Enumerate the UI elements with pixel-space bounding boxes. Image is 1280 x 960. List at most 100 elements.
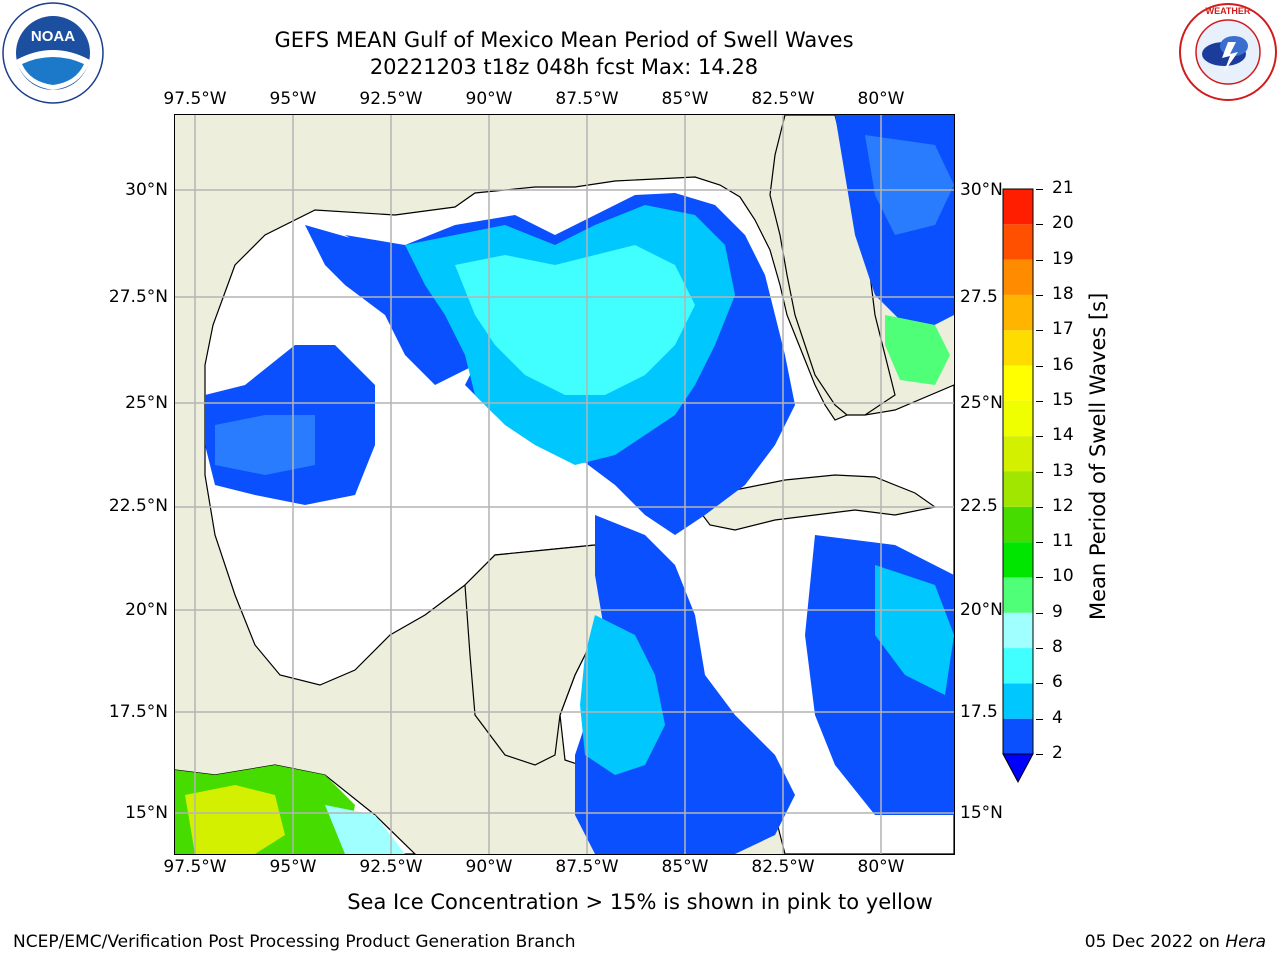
colorbar-label: Mean Period of Swell Waves [s]	[1086, 292, 1110, 620]
lon-tick-top: 95°W	[269, 89, 317, 109]
lat-tick-right: 22.5	[960, 496, 998, 516]
graticule	[175, 115, 954, 854]
colorbar-segment	[1003, 259, 1033, 295]
colorbar-tick-label: 13	[1052, 460, 1074, 481]
lon-tick-top: 90°W	[465, 89, 513, 109]
colorbar-tick-mark	[1036, 754, 1043, 755]
lon-tick-top: 85°W	[661, 89, 709, 109]
chart-subtitle: 20221203 t18z 048h fcst Max: 14.28	[369, 55, 759, 79]
colorbar-extend-arrow	[1002, 753, 1034, 784]
colorbar-tick-label: 18	[1052, 283, 1074, 304]
lat-tick-left: 30°N	[125, 180, 168, 200]
swell-region-ecaribbean-cyan	[875, 565, 954, 695]
chart-title: GEFS MEAN Gulf of Mexico Mean Period of …	[274, 28, 854, 52]
colorbar-tick-mark	[1036, 436, 1043, 438]
colorbar-tick-label: 19	[1052, 248, 1074, 269]
lon-tick-bottom: 80°W	[857, 857, 905, 877]
colorbar-segment	[1003, 648, 1033, 684]
colorbar-segment	[1003, 436, 1033, 472]
lon-tick-top: 87.5°W	[555, 89, 619, 109]
colorbar-tick-mark	[1036, 612, 1043, 614]
colorbar-tick-label: 20	[1052, 213, 1074, 234]
svg-text:WEATHER: WEATHER	[1206, 6, 1251, 16]
lat-tick-left: 20°N	[125, 600, 168, 620]
lon-tick-top: 92.5°W	[359, 89, 423, 109]
colorbar-tick-label: 9	[1052, 601, 1063, 622]
swell-region-pacific-cyan	[325, 805, 405, 854]
lon-tick-top: 82.5°W	[751, 89, 815, 109]
colorbar-tick-mark	[1036, 294, 1043, 296]
colorbar-segment	[1003, 189, 1033, 225]
colorbar-tick-mark	[1036, 718, 1043, 720]
colorbar-tick-label: 14	[1052, 425, 1074, 446]
colorbar-tick-label: 11	[1052, 531, 1074, 552]
colorbar-tick-mark	[1036, 577, 1043, 579]
colorbar-segment	[1003, 365, 1033, 401]
colorbar-segment	[1003, 542, 1033, 578]
colorbar-tick-mark	[1036, 683, 1043, 685]
yucatan-land	[464, 544, 621, 766]
colorbar-segment	[1003, 577, 1033, 613]
swell-region-nw-blue	[305, 225, 505, 385]
map-panel	[175, 115, 954, 854]
colorbar-tick-label: 6	[1052, 672, 1063, 693]
lon-tick-top: 80°W	[857, 89, 905, 109]
colorbar	[1000, 185, 1040, 785]
lat-tick-right: 17.5	[960, 702, 998, 722]
lat-tick-right: 20°N	[960, 600, 1003, 620]
lat-tick-left: 27.5°N	[108, 287, 168, 307]
colorbar-segment	[1003, 683, 1033, 719]
colorbar-tick-mark	[1036, 224, 1043, 226]
colorbar-segment	[1003, 330, 1033, 366]
colorbar-tick-label: 16	[1052, 354, 1074, 375]
lat-tick-left: 22.5°N	[108, 496, 168, 516]
lat-tick-left: 25°N	[125, 393, 168, 413]
swell-field	[175, 115, 954, 854]
lon-tick-bottom: 85°W	[661, 857, 709, 877]
footer-date: 05 Dec 2022 on Hera	[1085, 932, 1266, 952]
colorbar-segment	[1003, 471, 1033, 507]
lon-tick-bottom: 92.5°W	[359, 857, 423, 877]
swell-region-central-light	[455, 245, 695, 395]
colorbar-tick-label: 15	[1052, 389, 1074, 410]
lon-tick-bottom: 95°W	[269, 857, 317, 877]
lon-tick-bottom: 87.5°W	[555, 857, 619, 877]
footer-credit: NCEP/EMC/Verification Post Processing Pr…	[13, 932, 576, 952]
colorbar-tick-mark	[1036, 259, 1043, 261]
colorbar-segment	[1003, 294, 1033, 331]
lat-tick-left: 15°N	[125, 803, 168, 823]
nws-logo: WEATHER	[1178, 2, 1278, 102]
colorbar-tick-label: 12	[1052, 495, 1074, 516]
lon-tick-top: 97.5°W	[163, 89, 227, 109]
colorbar-segment	[1003, 400, 1033, 437]
colorbar-tick-label: 2	[1052, 743, 1063, 763]
colorbar-tick-mark	[1036, 189, 1043, 190]
colorbar-tick-mark	[1036, 542, 1043, 544]
lat-tick-right: 25°N	[960, 393, 1003, 413]
map-svg	[175, 115, 954, 854]
lon-tick-bottom: 82.5°W	[751, 857, 815, 877]
colorbar-tick-mark	[1036, 471, 1043, 473]
colorbar-tick-label: 10	[1052, 566, 1074, 587]
lat-tick-right: 15°N	[960, 803, 1003, 823]
colorbar-segment	[1003, 718, 1033, 754]
sea-ice-note: Sea Ice Concentration > 15% is shown in …	[347, 890, 933, 914]
colorbar-tick-mark	[1036, 365, 1043, 367]
colorbar-segment	[1003, 224, 1033, 260]
cuba-land	[694, 474, 937, 531]
colorbar-outline	[1002, 188, 1034, 755]
swell-region-atlantic-inner	[865, 135, 954, 235]
colorbar-tick-label: 21	[1052, 178, 1074, 198]
colorbar-tick-mark	[1036, 648, 1043, 650]
noaa-logo-text: NOAA	[31, 28, 75, 45]
colorbar-tick-mark	[1036, 330, 1043, 332]
noaa-logo: NOAA	[2, 2, 104, 104]
swell-region-west-inner	[215, 415, 315, 475]
lon-tick-bottom: 90°W	[465, 857, 513, 877]
swell-region-bahamas-green	[885, 315, 950, 385]
colorbar-segment	[1003, 612, 1033, 649]
colorbar-tick-label: 8	[1052, 637, 1063, 658]
colorbar-tick-label: 4	[1052, 707, 1063, 728]
colorbar-segment	[1003, 506, 1033, 543]
swell-region-pacific-yellow	[185, 785, 285, 854]
